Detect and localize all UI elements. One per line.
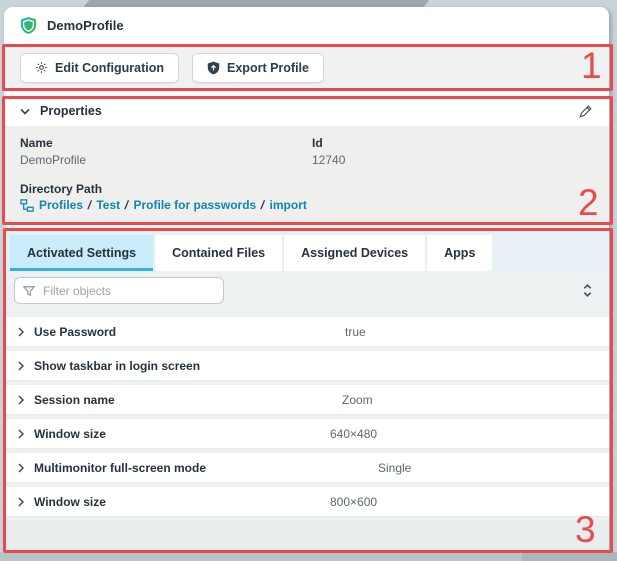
setting-row-use-password[interactable]: Use Password true <box>4 316 609 347</box>
shield-export-icon <box>207 61 220 75</box>
breadcrumb: Profiles / Test / Profile for passwords … <box>20 198 307 212</box>
setting-label: Use Password <box>34 324 117 339</box>
chevron-right-icon[interactable] <box>18 463 24 473</box>
setting-row-multimonitor-mode[interactable]: Multimonitor full-screen mode Single <box>4 452 609 483</box>
setting-value: true <box>345 324 366 339</box>
tab-contained-files[interactable]: Contained Files <box>155 235 283 271</box>
breadcrumb-separator: / <box>259 198 267 212</box>
filter-row <box>4 271 609 314</box>
settings-list: Use Password true Show taskbar in login … <box>4 314 609 520</box>
breadcrumb-link-profiles[interactable]: Profiles <box>39 198 84 212</box>
setting-label: Multimonitor full-screen mode <box>34 460 207 475</box>
section-divider <box>4 225 609 229</box>
export-profile-button[interactable]: Export Profile <box>192 52 324 83</box>
properties-title: Properties <box>40 104 102 118</box>
edit-configuration-button[interactable]: Edit Configuration <box>20 52 180 83</box>
tab-activated-settings[interactable]: Activated Settings <box>10 235 154 271</box>
hierarchy-icon <box>20 198 34 212</box>
filter-input[interactable] <box>41 277 223 304</box>
breadcrumb-link-test[interactable]: Test <box>96 198 121 212</box>
toolbar: Edit Configuration Export Profile <box>4 44 609 91</box>
setting-value: Single <box>378 460 412 475</box>
breadcrumb-link-profile-for-passwords[interactable]: Profile for passwords <box>133 198 257 212</box>
tab-bar: Activated Settings Contained Files Assig… <box>4 229 609 271</box>
chevron-down-icon[interactable] <box>20 108 30 115</box>
tab-assigned-devices[interactable]: Assigned Devices <box>284 235 426 271</box>
setting-row-session-name[interactable]: Session name Zoom <box>4 384 609 415</box>
setting-label: Show taskbar in login screen <box>34 358 201 373</box>
setting-value: 640×480 <box>330 426 378 441</box>
setting-label: Window size <box>34 494 106 509</box>
setting-value: Zoom <box>342 392 373 407</box>
background-bottom-decoration <box>522 552 617 561</box>
section-divider <box>4 91 609 96</box>
directory-path-label: Directory Path <box>20 182 103 196</box>
name-value: DemoProfile <box>20 153 87 167</box>
page-title: DemoProfile <box>47 18 124 33</box>
profile-header: DemoProfile <box>4 7 609 44</box>
edit-properties-pencil-icon[interactable] <box>578 104 593 119</box>
name-label: Name <box>20 136 53 150</box>
tab-apps[interactable]: Apps <box>427 235 493 271</box>
setting-row-show-taskbar[interactable]: Show taskbar in login screen <box>4 350 609 381</box>
id-label: Id <box>312 136 323 150</box>
activated-settings-panel: Use Password true Show taskbar in login … <box>4 271 609 553</box>
background-bottom-band <box>0 552 617 561</box>
gear-icon <box>35 61 48 74</box>
profile-shield-icon <box>20 16 37 35</box>
breadcrumb-separator: / <box>86 198 93 212</box>
chevron-right-icon[interactable] <box>18 429 24 439</box>
chevron-right-icon[interactable] <box>18 327 24 337</box>
properties-body: Name DemoProfile Id 12740 Directory Path… <box>4 126 609 225</box>
setting-row-window-size-2[interactable]: Window size 800×600 <box>4 486 609 517</box>
list-footer <box>4 520 609 553</box>
setting-value: 800×600 <box>330 494 378 509</box>
properties-header[interactable]: Properties <box>4 96 609 126</box>
chevron-right-icon[interactable] <box>18 361 24 371</box>
filter-funnel-icon <box>23 285 35 297</box>
chevron-right-icon[interactable] <box>18 497 24 507</box>
id-value: 12740 <box>312 153 346 167</box>
breadcrumb-separator: / <box>123 198 130 212</box>
setting-label: Session name <box>34 392 115 407</box>
breadcrumb-link-import[interactable]: import <box>269 198 307 212</box>
setting-label: Window size <box>34 426 106 441</box>
expand-collapse-all-icon[interactable] <box>582 283 593 303</box>
chevron-right-icon[interactable] <box>18 395 24 405</box>
filter-input-container <box>14 277 224 304</box>
setting-row-window-size-1[interactable]: Window size 640×480 <box>4 418 609 449</box>
export-profile-label: Export Profile <box>227 60 309 75</box>
profile-card: DemoProfile Edit Configuration Export Pr… <box>4 7 609 553</box>
edit-configuration-label: Edit Configuration <box>55 60 165 75</box>
